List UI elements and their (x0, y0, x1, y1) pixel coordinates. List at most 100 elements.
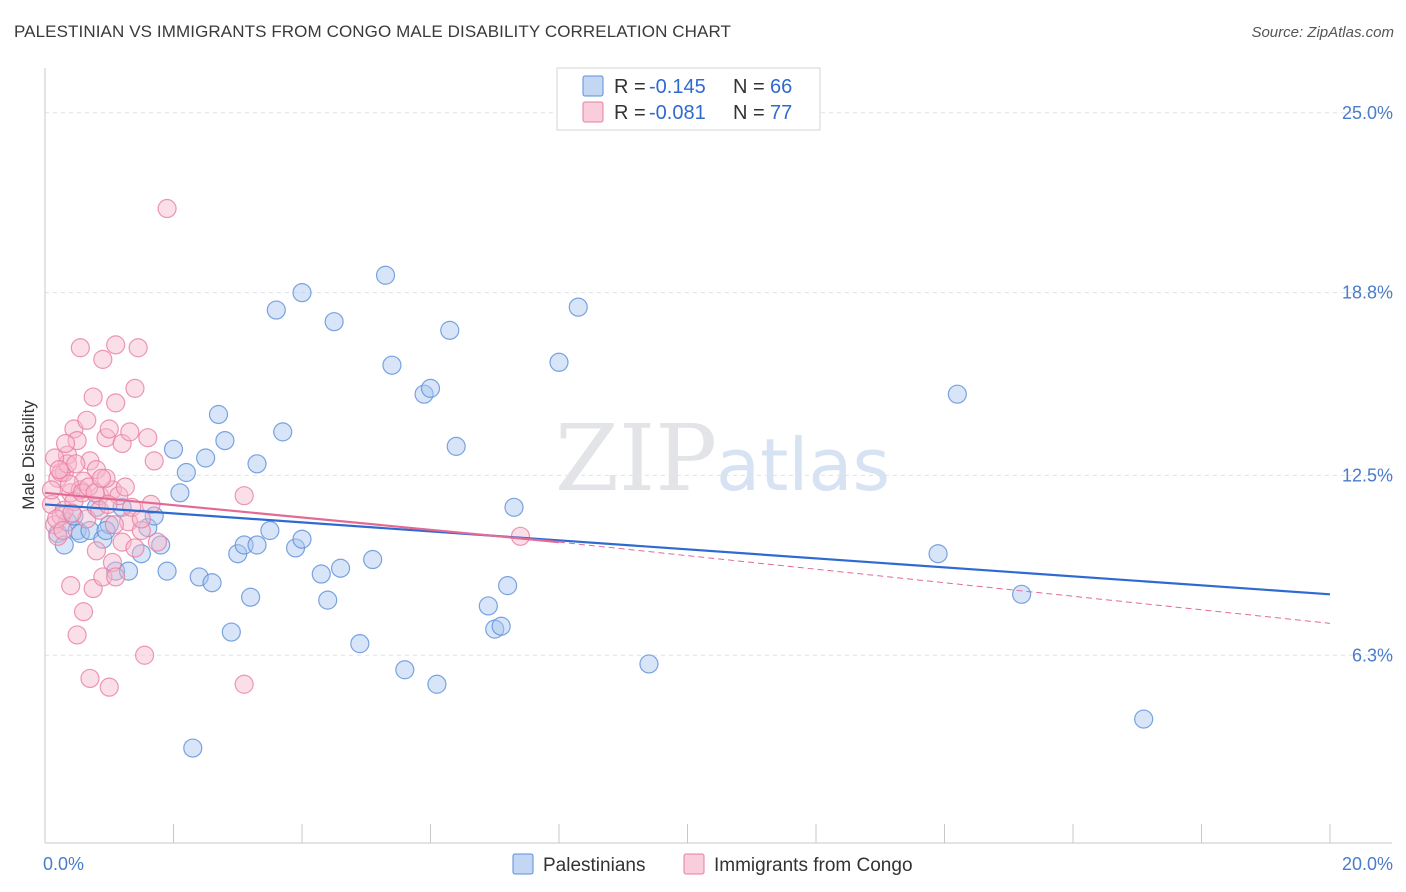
x-tick-label-min: 0.0% (43, 854, 84, 874)
pink-data-point (80, 668, 100, 689)
blue-data-point (568, 297, 588, 317)
pink-data-point (115, 477, 135, 497)
blue-data-point (549, 352, 569, 372)
pink-data-point (67, 430, 87, 451)
pink-data-point (234, 674, 254, 694)
pink-data-point (66, 454, 86, 474)
pink-data-point (112, 433, 132, 454)
blue-data-point (375, 265, 396, 285)
legend-n-label: N = (733, 76, 765, 98)
blue-data-point (382, 355, 402, 375)
pink-data-point (104, 515, 124, 535)
blue-data-point (292, 283, 312, 303)
pink-data-point (106, 335, 126, 355)
chart-title: PALESTINIAN VS IMMIGRANTS FROM CONGO MAL… (14, 22, 732, 41)
blue-data-point (221, 622, 241, 642)
legend-r-value: -0.081 (649, 102, 706, 124)
pink-data-point (93, 349, 113, 369)
pink-data-point (99, 677, 119, 697)
blue-data-point (266, 300, 286, 320)
y-tick-label: 25.0% (1342, 103, 1393, 123)
blue-data-point (260, 520, 280, 541)
blue-data-point (163, 439, 184, 459)
pink-data-point (83, 387, 103, 407)
pink-data-point (106, 393, 126, 413)
pink-data-point (67, 625, 87, 645)
blue-data-point (241, 587, 261, 607)
pink-data-point (120, 422, 140, 442)
pink-data-point (125, 378, 145, 398)
pink-data-point (73, 602, 94, 622)
blue-data-point (330, 558, 351, 578)
legend-r-label: R = (614, 102, 646, 124)
source-credit: Source: ZipAtlas.com (1251, 24, 1394, 41)
pink-data-point (131, 509, 151, 529)
blue-data-point (440, 320, 460, 340)
y-tick-labels: 6.3% 12.5% 18.8% 25.0% 0.0% 20.0% (43, 103, 1393, 874)
axes: Male Disability (19, 68, 1392, 844)
blue-data-point (292, 529, 312, 549)
blue-data-point (639, 654, 659, 674)
series-legend-swatch (512, 853, 534, 875)
pink-data-point (138, 428, 158, 448)
blue-data-point (491, 616, 511, 636)
pink-trend-line (44, 491, 560, 544)
pink-data-point (144, 451, 164, 471)
blue-data-point (202, 573, 222, 593)
blue-data-point (215, 430, 235, 451)
y-tick-label: 6.3% (1352, 645, 1393, 665)
blue-data-point (363, 549, 383, 570)
blue-data-point (395, 660, 415, 680)
pink-data-point (41, 480, 62, 500)
y-tick-label: 12.5% (1342, 465, 1393, 485)
blue-data-point (170, 483, 190, 503)
series-legend-swatch (683, 853, 705, 875)
legend-n-value: 77 (770, 102, 792, 124)
legend-r-label: R = (614, 76, 646, 98)
blue-data-point (504, 497, 524, 517)
pink-data-point (77, 410, 97, 430)
pink-data-point (86, 541, 107, 561)
legend-swatch (582, 101, 604, 123)
y-tick-label: 18.8% (1342, 283, 1393, 303)
blue-data-point (1134, 709, 1154, 729)
blue-data-point (498, 576, 518, 596)
gridlines (45, 112, 1392, 656)
correlation-legend: R = -0.145 N = 66 R = -0.081 N = 77 (556, 67, 821, 131)
pink-data-point (91, 468, 112, 488)
pink-data-point (53, 520, 73, 541)
pink-data-point (102, 552, 123, 573)
legend-swatch (582, 75, 604, 97)
blue-data-point (183, 738, 203, 758)
legend-r-value: -0.145 (649, 76, 706, 98)
blue-data-point (947, 384, 967, 404)
blue-data-point (157, 561, 177, 581)
pink-data-point (125, 538, 145, 558)
blue-data-point (151, 535, 171, 555)
trend-lines (44, 491, 1331, 624)
blue-data-point (318, 590, 338, 610)
pink-data-point (99, 419, 119, 439)
legend-n-label: N = (733, 102, 765, 124)
pink-data-point (70, 338, 90, 358)
pink-data-point (134, 645, 155, 665)
series-legend: Palestinians Immigrants from Congo (512, 853, 913, 876)
pink-data-point (147, 532, 168, 552)
y-axis-label: Male Disability (19, 400, 38, 510)
legend-n-value: 66 (770, 76, 792, 98)
blue-data-point (324, 312, 344, 332)
pink-data-point (234, 486, 254, 506)
blue-data-point (99, 515, 119, 535)
pink-data-point (61, 576, 81, 596)
pink-data-point (157, 198, 177, 219)
watermark-zip: ZIP (555, 405, 717, 512)
series-legend-label: Palestinians (543, 855, 645, 876)
pink-data-point (45, 448, 65, 468)
pink-data-point (106, 567, 126, 587)
blue-data-point (247, 535, 267, 555)
blue-data-point (1011, 584, 1032, 604)
blue-data-point (420, 378, 441, 398)
pink-data-point (62, 503, 82, 523)
blue-data-point (273, 422, 293, 442)
